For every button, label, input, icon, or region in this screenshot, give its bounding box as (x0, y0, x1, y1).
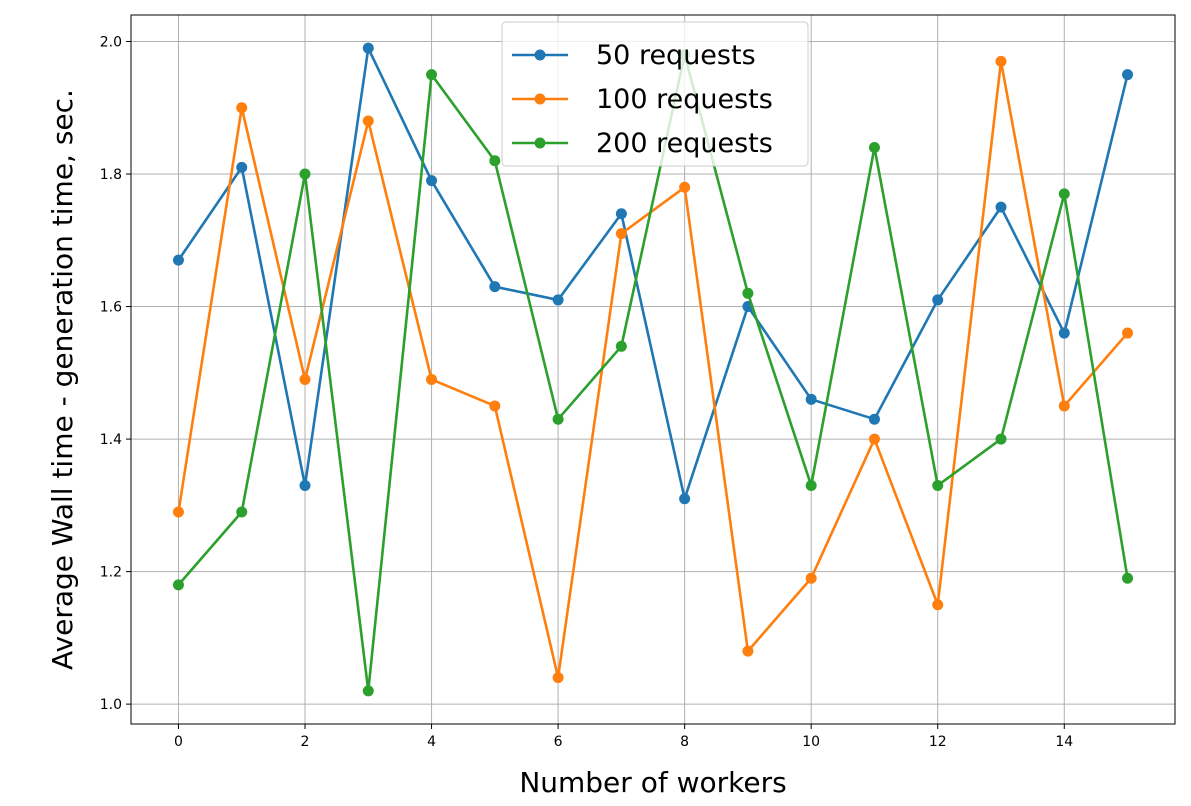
y-tick-label: 1.8 (100, 167, 122, 183)
data-point (299, 373, 311, 385)
legend: 50 requests 100 requests 200 requests (501, 21, 809, 167)
data-point (552, 672, 564, 684)
legend-item: 200 requests (512, 128, 773, 159)
data-point (995, 55, 1007, 67)
data-point (1058, 188, 1070, 200)
data-point (868, 413, 880, 425)
series-1 (172, 55, 1134, 684)
data-point (426, 69, 438, 81)
data-point (805, 572, 817, 584)
x-tick-label: 0 (174, 734, 183, 750)
data-point (932, 479, 944, 491)
data-point (362, 115, 374, 127)
series-line (177, 46, 1129, 501)
data-point (236, 102, 248, 114)
x-tick-label: 4 (427, 734, 436, 750)
plot-frame (130, 14, 1176, 725)
data-point (868, 433, 880, 445)
data-point (489, 155, 501, 167)
data-point (172, 254, 184, 266)
data-point (172, 506, 184, 518)
legend-box (501, 21, 809, 167)
legend-item: 100 requests (512, 84, 773, 115)
data-point (426, 175, 438, 187)
legend-label: 100 requests (596, 84, 773, 115)
data-point (489, 281, 501, 293)
y-tick-label: 1.6 (100, 300, 122, 316)
data-point (1122, 572, 1134, 584)
data-point (1122, 327, 1134, 339)
series-layer (172, 42, 1134, 697)
x-tick-label: 14 (1055, 734, 1073, 750)
x-axis-title: Number of workers (519, 766, 786, 799)
data-point (362, 42, 374, 54)
data-point (805, 393, 817, 405)
data-point (995, 201, 1007, 213)
data-point (362, 685, 374, 697)
x-tick-label: 8 (680, 734, 689, 750)
data-point (552, 413, 564, 425)
data-point (679, 493, 691, 505)
data-point (932, 599, 944, 611)
data-point (1058, 327, 1070, 339)
series-line (177, 60, 1129, 679)
data-point (552, 294, 564, 306)
y-tick-label: 2.0 (100, 35, 122, 51)
legend-marker (534, 137, 546, 149)
legend-marker (534, 49, 546, 61)
y-tick-label: 1.0 (100, 697, 122, 713)
legend-item: 50 requests (512, 40, 756, 71)
y-tick-label: 1.2 (100, 565, 122, 581)
y-axis: 1.0 1.2 1.4 1.6 1.8 2.0 (100, 35, 131, 713)
data-point (489, 400, 501, 412)
y-axis-title: Average Wall time - generation time, sec… (46, 89, 79, 670)
data-point (742, 645, 754, 657)
data-point (1058, 400, 1070, 412)
x-tick-label: 12 (929, 734, 947, 750)
data-point (299, 479, 311, 491)
y-tick-label: 1.4 (100, 432, 122, 448)
data-point (742, 287, 754, 299)
data-point (868, 142, 880, 154)
legend-label: 200 requests (596, 128, 773, 159)
data-point (299, 168, 311, 180)
x-tick-label: 2 (301, 734, 310, 750)
x-tick-label: 10 (802, 734, 820, 750)
x-axis: 0 2 4 6 8 10 12 14 (174, 724, 1073, 750)
series-line (177, 53, 1129, 693)
data-point (932, 294, 944, 306)
legend-label: 50 requests (596, 40, 756, 71)
data-point (615, 340, 627, 352)
x-tick-label: 6 (554, 734, 563, 750)
data-point (615, 208, 627, 220)
data-point (995, 433, 1007, 445)
legend-marker (534, 93, 546, 105)
data-point (172, 579, 184, 591)
series-0 (172, 42, 1134, 505)
data-point (236, 506, 248, 518)
data-point (236, 161, 248, 173)
data-point (679, 181, 691, 193)
data-point (615, 228, 627, 240)
data-point (426, 373, 438, 385)
data-point (1122, 69, 1134, 81)
data-point (805, 479, 817, 491)
